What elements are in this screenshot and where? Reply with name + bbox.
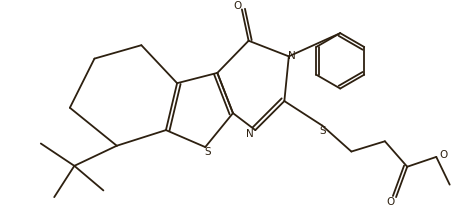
Text: O: O <box>387 197 395 207</box>
Text: S: S <box>204 147 211 157</box>
Text: N: N <box>245 129 253 139</box>
Text: O: O <box>440 150 448 160</box>
Text: N: N <box>288 51 296 61</box>
Text: S: S <box>319 126 326 136</box>
Text: O: O <box>234 1 242 11</box>
